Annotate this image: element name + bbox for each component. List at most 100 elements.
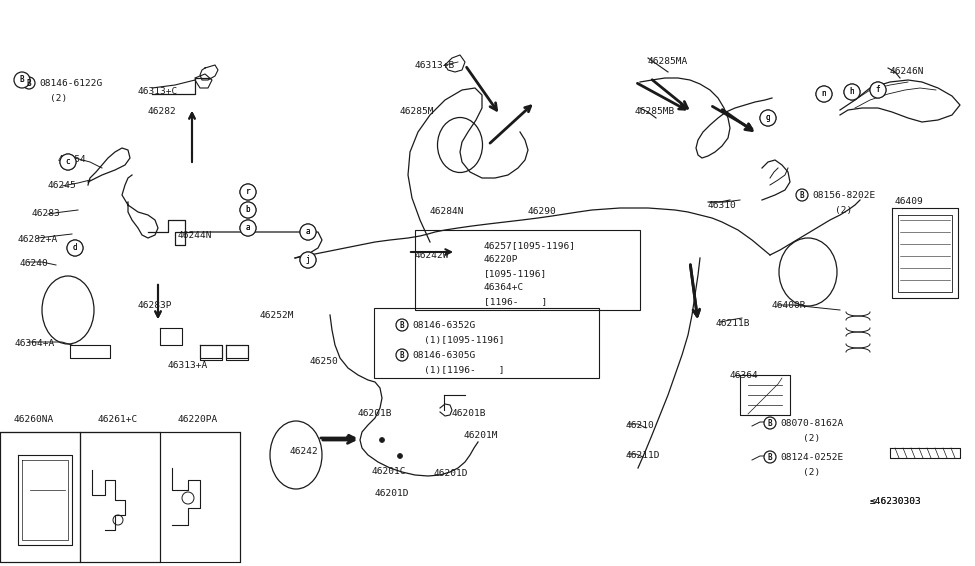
Text: 46364+A: 46364+A bbox=[15, 340, 56, 349]
Circle shape bbox=[870, 82, 886, 98]
Bar bbox=[374, 308, 599, 378]
Text: d: d bbox=[73, 243, 77, 252]
Text: 46201B: 46201B bbox=[452, 409, 487, 418]
Text: 46244N: 46244N bbox=[178, 231, 213, 241]
Text: 46242W: 46242W bbox=[415, 251, 449, 260]
Text: d: d bbox=[73, 243, 77, 252]
Text: [1095-1196]: [1095-1196] bbox=[484, 269, 547, 278]
Text: r: r bbox=[246, 187, 251, 196]
Text: 46285MB: 46285MB bbox=[635, 108, 676, 117]
Bar bbox=[80, 432, 160, 562]
Text: 46290: 46290 bbox=[528, 208, 557, 217]
Text: 46284N: 46284N bbox=[430, 208, 464, 217]
Text: 46260NA: 46260NA bbox=[14, 415, 55, 424]
Text: a: a bbox=[246, 224, 251, 233]
Text: 08146-6122G: 08146-6122G bbox=[39, 79, 102, 88]
Circle shape bbox=[816, 86, 832, 102]
Text: B: B bbox=[767, 452, 772, 461]
Text: g: g bbox=[765, 114, 770, 122]
Text: 46252M: 46252M bbox=[260, 311, 294, 320]
Text: j: j bbox=[306, 255, 310, 264]
Text: 46254: 46254 bbox=[58, 155, 87, 164]
Bar bbox=[0, 432, 240, 562]
Circle shape bbox=[240, 220, 256, 236]
Circle shape bbox=[23, 77, 35, 89]
Circle shape bbox=[816, 86, 832, 102]
Circle shape bbox=[764, 451, 776, 463]
Text: 46211B: 46211B bbox=[716, 319, 751, 328]
Circle shape bbox=[764, 417, 776, 429]
Text: ≤46230303: ≤46230303 bbox=[870, 498, 921, 507]
Circle shape bbox=[300, 252, 316, 268]
Text: 46211D: 46211D bbox=[626, 452, 660, 461]
Text: a: a bbox=[306, 228, 310, 237]
Text: 46364: 46364 bbox=[730, 371, 759, 380]
Circle shape bbox=[14, 72, 30, 88]
Circle shape bbox=[67, 240, 83, 256]
Text: 46261+C: 46261+C bbox=[98, 415, 138, 424]
Bar bbox=[415, 230, 640, 310]
Text: 46282+A: 46282+A bbox=[18, 234, 58, 243]
Text: 46285M: 46285M bbox=[400, 108, 435, 117]
Circle shape bbox=[240, 184, 256, 200]
Text: 46409: 46409 bbox=[895, 198, 923, 207]
Circle shape bbox=[870, 82, 886, 98]
Text: 08070-8162A: 08070-8162A bbox=[780, 419, 843, 428]
Circle shape bbox=[379, 438, 384, 443]
Text: n: n bbox=[822, 89, 827, 98]
Text: 46246N: 46246N bbox=[890, 67, 924, 76]
Circle shape bbox=[240, 202, 256, 218]
Text: 46210: 46210 bbox=[626, 422, 655, 431]
Text: B: B bbox=[26, 79, 31, 88]
Circle shape bbox=[760, 110, 776, 126]
Circle shape bbox=[844, 84, 860, 100]
Text: 46364+C: 46364+C bbox=[484, 284, 525, 293]
Text: 46257[1095-1196]: 46257[1095-1196] bbox=[484, 242, 576, 251]
Text: h: h bbox=[849, 88, 854, 96]
Text: b: b bbox=[246, 205, 251, 215]
Circle shape bbox=[300, 224, 316, 240]
Text: 46201B: 46201B bbox=[358, 409, 393, 418]
Circle shape bbox=[398, 453, 403, 458]
Text: c: c bbox=[65, 157, 70, 166]
Text: 46283P: 46283P bbox=[138, 302, 173, 311]
Text: g: g bbox=[765, 114, 770, 122]
Text: B: B bbox=[400, 350, 405, 359]
Text: b: b bbox=[246, 205, 251, 215]
Circle shape bbox=[67, 240, 83, 256]
Text: 08146-6305G: 08146-6305G bbox=[412, 351, 475, 361]
Text: 46313+A: 46313+A bbox=[168, 362, 209, 371]
Text: (2): (2) bbox=[803, 434, 820, 443]
Text: 46283: 46283 bbox=[32, 209, 60, 218]
Circle shape bbox=[60, 154, 76, 170]
Text: 46313+B: 46313+B bbox=[415, 62, 455, 71]
Circle shape bbox=[240, 220, 256, 236]
Text: a: a bbox=[246, 224, 251, 233]
Text: 08124-0252E: 08124-0252E bbox=[780, 453, 843, 462]
Text: 46220PA: 46220PA bbox=[178, 415, 218, 424]
Text: (1)[1095-1196]: (1)[1095-1196] bbox=[424, 336, 504, 345]
Text: B: B bbox=[400, 320, 405, 329]
Text: 08146-6352G: 08146-6352G bbox=[412, 321, 475, 331]
Text: 46201D: 46201D bbox=[375, 490, 410, 499]
Circle shape bbox=[240, 202, 256, 218]
Circle shape bbox=[300, 224, 316, 240]
Text: [1196-    ]: [1196- ] bbox=[484, 298, 547, 307]
Circle shape bbox=[396, 319, 408, 331]
Circle shape bbox=[240, 184, 256, 200]
Text: B: B bbox=[20, 75, 24, 84]
Text: 46310: 46310 bbox=[708, 201, 737, 211]
Text: 46282: 46282 bbox=[148, 108, 176, 117]
Text: a: a bbox=[306, 228, 310, 237]
Circle shape bbox=[396, 349, 408, 361]
Text: 46242: 46242 bbox=[290, 448, 319, 457]
Text: c: c bbox=[65, 157, 70, 166]
Text: f: f bbox=[876, 85, 880, 95]
Text: r: r bbox=[246, 187, 251, 196]
Text: 46285MA: 46285MA bbox=[648, 58, 688, 66]
Text: 46201M: 46201M bbox=[464, 431, 498, 440]
Text: j: j bbox=[306, 255, 310, 264]
Circle shape bbox=[60, 154, 76, 170]
Circle shape bbox=[844, 84, 860, 100]
Text: (2): (2) bbox=[50, 95, 67, 104]
